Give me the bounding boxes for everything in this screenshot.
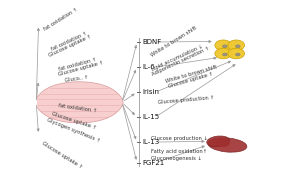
- Text: White to brown shift: White to brown shift: [165, 65, 218, 84]
- Text: BDNF: BDNF: [143, 39, 162, 45]
- Text: IL-6: IL-6: [143, 64, 155, 70]
- Circle shape: [215, 40, 231, 51]
- Text: Adiponectin secretion ↑: Adiponectin secretion ↑: [151, 46, 210, 77]
- Text: fat oxidation ↑: fat oxidation ↑: [50, 31, 88, 52]
- Ellipse shape: [207, 136, 230, 147]
- Circle shape: [222, 53, 227, 56]
- Text: Glucose uptake ↑: Glucose uptake ↑: [58, 60, 104, 77]
- Text: Glycogen synthesis ↑: Glycogen synthesis ↑: [46, 118, 101, 144]
- Text: IL-13: IL-13: [143, 139, 160, 145]
- Text: Glucose production ↑: Glucose production ↑: [158, 95, 215, 105]
- Text: fat oxidation ↑: fat oxidation ↑: [58, 103, 97, 113]
- Circle shape: [236, 53, 240, 56]
- Circle shape: [222, 45, 227, 48]
- Text: Glucose uptake ↑: Glucose uptake ↑: [48, 34, 92, 58]
- Text: White to brown shift: White to brown shift: [150, 26, 198, 58]
- Text: Glucose uptake ↑: Glucose uptake ↑: [51, 111, 97, 130]
- Text: Gluco.. ↑: Gluco.. ↑: [65, 74, 89, 83]
- Text: Gluconeogenesis ↓: Gluconeogenesis ↓: [151, 156, 202, 161]
- Circle shape: [236, 45, 240, 48]
- Ellipse shape: [208, 138, 247, 152]
- Text: FGF21: FGF21: [143, 160, 165, 166]
- Circle shape: [228, 40, 245, 51]
- Circle shape: [215, 48, 231, 59]
- Ellipse shape: [216, 140, 230, 147]
- Text: Glucose production ↓: Glucose production ↓: [151, 136, 208, 141]
- Text: fat oxidation ↑: fat oxidation ↑: [58, 57, 97, 72]
- Text: Lipid accumulation ↓: Lipid accumulation ↓: [151, 44, 204, 72]
- Circle shape: [228, 48, 245, 59]
- Text: fat oxidation ↑: fat oxidation ↑: [43, 7, 79, 32]
- Text: Glucose uptake ↑: Glucose uptake ↑: [41, 141, 83, 170]
- Text: IL-15: IL-15: [143, 114, 160, 120]
- PathPatch shape: [35, 82, 123, 123]
- Text: Fatty acid oxidation↑: Fatty acid oxidation↑: [151, 149, 207, 154]
- Text: Glucose uptake ↑: Glucose uptake ↑: [168, 72, 214, 89]
- Text: Irisin: Irisin: [143, 89, 160, 95]
